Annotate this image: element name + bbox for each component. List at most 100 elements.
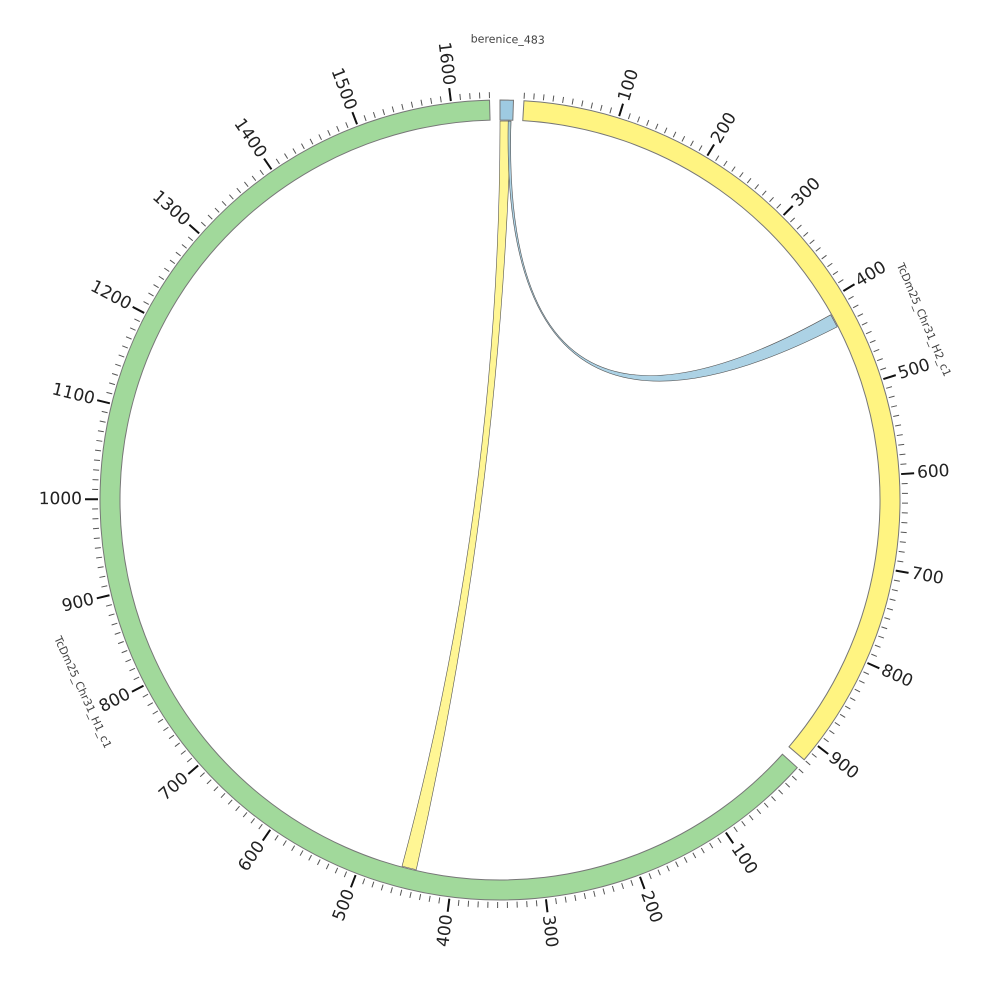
minor-tick [459, 93, 461, 100]
minor-tick [878, 635, 885, 639]
minor-tick [180, 750, 186, 755]
major-tick [883, 374, 897, 380]
minor-tick [318, 134, 322, 141]
tick-label: 400 [852, 257, 890, 291]
minor-tick [533, 93, 535, 100]
major-tick [545, 899, 549, 913]
major-tick [188, 224, 200, 235]
minor-tick [790, 217, 796, 223]
minor-tick [308, 854, 312, 861]
minor-tick [838, 279, 844, 284]
major-tick [96, 594, 110, 600]
minor-tick [666, 865, 670, 872]
minor-tick [418, 893, 422, 901]
minor-tick [362, 878, 366, 885]
tick-label: 1400 [230, 115, 271, 162]
tick-label: 200 [636, 888, 666, 925]
minor-tick [896, 434, 903, 437]
minor-tick [99, 575, 106, 578]
minor-tick [143, 301, 150, 305]
minor-tick [609, 107, 613, 114]
minor-tick [899, 541, 906, 543]
minor-tick [207, 214, 213, 220]
minor-tick [627, 113, 631, 120]
minor-tick [244, 181, 249, 187]
minor-tick [284, 153, 289, 159]
minor-tick [334, 867, 339, 874]
minor-tick [105, 604, 112, 607]
tick-label: 1300 [148, 187, 194, 231]
minor-tick [133, 676, 140, 681]
minor-tick [893, 579, 900, 582]
minor-tick [854, 688, 861, 693]
major-tick [263, 158, 273, 170]
minor-tick [690, 140, 694, 147]
minor-tick [235, 805, 240, 812]
minor-tick [886, 607, 894, 611]
minor-tick [115, 363, 122, 367]
minor-tick [391, 106, 395, 113]
minor-tick [309, 138, 314, 145]
ideograms [99, 99, 901, 901]
minor-tick [900, 463, 907, 465]
major-tick [131, 684, 144, 693]
minor-tick [657, 869, 661, 876]
minor-tick [228, 194, 234, 200]
minor-tick [227, 799, 233, 805]
minor-tick [97, 566, 104, 569]
minor-tick [574, 894, 577, 901]
tick-label: 500 [896, 355, 933, 384]
minor-tick [399, 889, 403, 896]
minor-tick [898, 443, 905, 446]
minor-tick [410, 101, 414, 108]
minor-tick [345, 122, 349, 129]
minor-tick [213, 786, 219, 792]
minor-tick [382, 109, 386, 116]
ideogram [99, 99, 798, 901]
minor-tick [821, 254, 827, 260]
minor-tick [672, 131, 677, 138]
minor-tick [581, 100, 584, 107]
minor-tick [153, 284, 159, 289]
minor-tick [169, 259, 176, 265]
major-tick [706, 143, 715, 157]
minor-tick [571, 98, 574, 105]
minor-tick [803, 232, 809, 237]
minor-tick [630, 879, 634, 886]
minor-tick [849, 697, 856, 702]
minor-tick [763, 802, 769, 808]
tick-label: 500 [329, 887, 359, 924]
tick-label: 900 [824, 748, 862, 784]
ideogram [499, 99, 515, 121]
minor-tick [125, 336, 132, 340]
minor-tick [200, 221, 206, 227]
minor-tick [798, 768, 804, 774]
major-tick [842, 283, 856, 292]
minor-tick [600, 104, 603, 111]
minor-tick [274, 835, 279, 841]
minor-tick [776, 203, 782, 209]
major-tick [782, 205, 794, 216]
minor-tick [142, 693, 149, 698]
major-tick [261, 829, 272, 842]
segment-label: berenice_483 [471, 32, 545, 46]
minor-tick [372, 111, 376, 118]
minor-tick [827, 262, 833, 268]
minor-tick [723, 160, 728, 167]
minor-tick [93, 537, 100, 540]
minor-tick [555, 898, 557, 905]
minor-tick [325, 863, 330, 870]
minor-tick [621, 882, 624, 890]
minor-tick [125, 659, 132, 663]
minor-tick [186, 757, 193, 763]
tick-label: 400 [433, 913, 457, 948]
minor-tick [336, 125, 340, 132]
minor-tick [823, 737, 829, 743]
tick-label: 100 [727, 840, 762, 878]
minor-tick [839, 713, 846, 718]
minor-tick [655, 123, 659, 130]
minor-tick [174, 742, 181, 747]
minor-tick [428, 895, 431, 902]
minor-tick [152, 710, 159, 715]
